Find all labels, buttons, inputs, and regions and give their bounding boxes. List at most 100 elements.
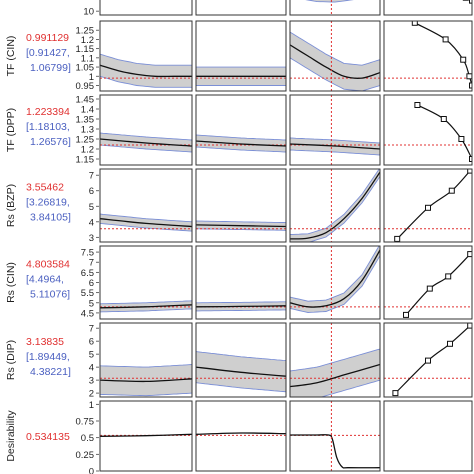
cell-frame	[195, 94, 287, 166]
confidence-band	[290, 246, 380, 313]
desirability-handle[interactable]	[426, 285, 433, 292]
ci-upper-line	[100, 213, 192, 223]
ytick-rs-cin: 5	[89, 298, 94, 309]
desirability-handle[interactable]	[469, 156, 474, 162]
desirability-handle[interactable]	[467, 251, 473, 258]
ytick-rs-cin: 7	[89, 258, 94, 269]
current-value-rs-dip: 3.13835	[26, 336, 64, 348]
ytick-rs-dip: 3	[89, 376, 94, 387]
cell-rs-bzp-3	[290, 169, 380, 242]
desirability-curve	[414, 22, 472, 86]
desirability-handle[interactable]	[447, 340, 453, 347]
ytick-tf-dpp: 1.25	[76, 135, 95, 146]
prediction-curve	[100, 304, 192, 309]
ytick-desirability: 1	[89, 400, 94, 411]
ytick-rs-dip: 5	[89, 350, 94, 361]
desirability-handle[interactable]	[403, 311, 409, 318]
desirability-handle[interactable]	[469, 82, 474, 89]
cell-frame	[289, 94, 381, 166]
cell-rs-cin-1	[100, 300, 192, 313]
cell-tf-cin-4	[384, 20, 474, 89]
cell-tf-cin-3	[290, 21, 380, 91]
cell-frame	[99, 400, 193, 472]
ytick-desirability: 0.25	[76, 450, 95, 461]
desirability-handle[interactable]	[466, 73, 472, 80]
desirability-handle[interactable]	[469, 0, 474, 4]
desirability-handle[interactable]	[411, 20, 418, 26]
desirability-handle[interactable]	[440, 116, 447, 122]
row-label-tf-dpp: TF (DPP)	[5, 108, 17, 152]
desirability-handle[interactable]	[414, 102, 421, 108]
cell-desirability-1	[100, 433, 192, 437]
desirability-handle[interactable]	[394, 235, 401, 242]
ci-upper-line	[100, 364, 192, 368]
confidence-band	[100, 214, 192, 232]
ci-lower-line	[290, 149, 380, 156]
ci-lower-tf-dpp: [1.18103,	[26, 121, 70, 133]
cell-tf-cin-2	[196, 66, 286, 86]
ytick-tf-cin: 1.15	[76, 44, 95, 55]
desirability-handle[interactable]	[442, 36, 449, 43]
desirability-handle[interactable]	[448, 187, 455, 194]
ci-upper-line	[290, 246, 380, 302]
ytick-desirability: 0.5	[81, 433, 94, 444]
desirability-curve	[405, 253, 471, 316]
ci-upper-line	[290, 31, 380, 66]
current-value-tf-cin: 0.991129	[26, 32, 69, 44]
ytick-rs-cin: 4.5	[81, 308, 94, 319]
cell-desirability-3	[290, 401, 380, 471]
confidence-band	[290, 169, 380, 242]
current-value-tf-dpp: 1.223394	[26, 106, 70, 118]
ytick-rs-dip: 6	[89, 337, 94, 348]
ci-lower-line	[308, 176, 380, 242]
ytick-tf-dpp: 1.2	[81, 145, 94, 156]
desirability-handle[interactable]	[445, 273, 452, 280]
confidence-band	[290, 349, 380, 397]
desirability-handle[interactable]	[458, 136, 465, 142]
desirability-curve	[394, 325, 471, 394]
cell-rs-dip-2	[196, 351, 286, 393]
ci-lower-line	[196, 309, 286, 312]
cell-frame	[195, 245, 287, 320]
ci-upper-line	[290, 169, 380, 235]
ytick-rs-cin: 6	[89, 278, 94, 289]
ci-lower-line	[290, 57, 380, 91]
confidence-band	[290, 32, 380, 91]
ci-upper-line	[196, 134, 286, 141]
cell-frame	[383, 20, 473, 92]
cell-tf-dpp-4	[384, 102, 474, 162]
desirability-handle[interactable]	[425, 357, 431, 364]
ci-lower-line	[100, 222, 192, 232]
ytick-tf-dpp: 1.4	[81, 105, 94, 116]
cell-rs-cin-3	[290, 246, 380, 319]
ci-upper-line	[196, 301, 286, 304]
ci-lower-line	[196, 228, 286, 231]
cell-tf-dpp-2	[196, 134, 286, 153]
ci-lower-line	[100, 144, 192, 153]
cell-desirability-2	[196, 432, 286, 436]
cell-frame	[195, 322, 287, 398]
ytick-rs-bzp: 4	[89, 217, 94, 228]
desirability-handle[interactable]	[425, 204, 431, 211]
desirability-handle[interactable]	[460, 56, 467, 63]
prediction-curve	[196, 224, 286, 228]
cell-rs-cin-4	[384, 251, 473, 318]
prediction-curve	[290, 249, 380, 308]
cell-rs-bzp-2	[196, 220, 286, 231]
cell-rs-bzp-4	[384, 168, 473, 242]
prediction-curve	[196, 140, 286, 147]
prediction-curve	[100, 433, 192, 437]
ytick-desirability: 0.75	[76, 417, 95, 428]
desirability-handle[interactable]	[467, 168, 473, 174]
ci-upper-line	[196, 351, 286, 362]
cell-frame	[99, 322, 193, 398]
row-label-rs-dip: Rs (DIP)	[5, 340, 17, 380]
ci-lower-line	[319, 379, 380, 397]
ci-lower-rs-dip: [1.89449,	[26, 351, 70, 363]
cell-rs-bzp-1	[100, 213, 192, 232]
desirability-handle[interactable]	[392, 390, 399, 397]
ytick-tf-cin: 1	[89, 72, 94, 83]
ytick-rs-cin: 7.5	[81, 248, 94, 259]
ytick-tf-dpp: 1.3	[81, 125, 94, 136]
